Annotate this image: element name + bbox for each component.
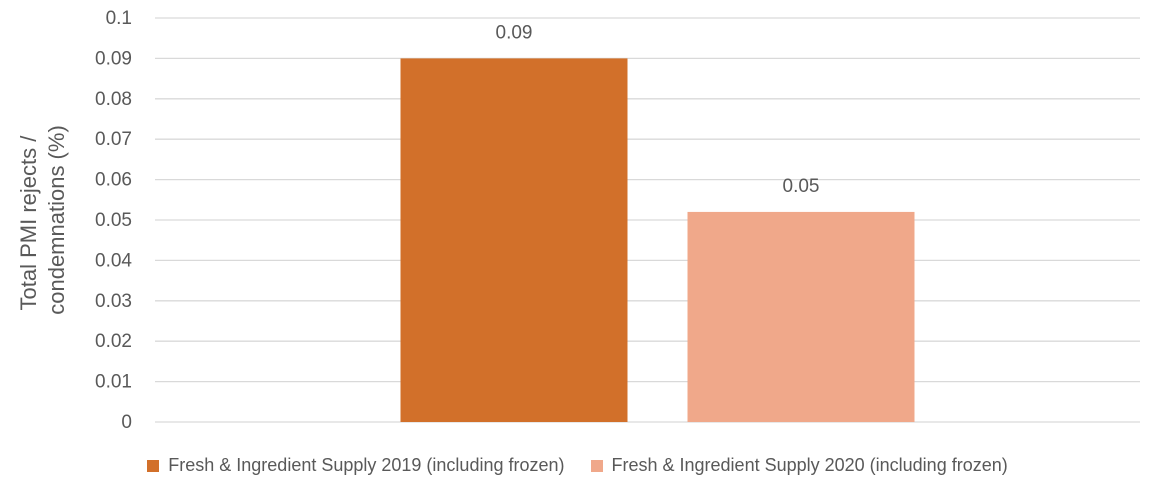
- y-tick-label: 0.08: [95, 89, 132, 110]
- data-labels: 0.09 0.05: [496, 22, 820, 197]
- bar-chart: 0 0.01 0.02 0.03 0.04 0.05 0.06 0.07 0.08 0.09 0.1…: [16, 8, 1140, 433]
- y-tick-label: 0.02: [95, 331, 132, 352]
- legend-swatch-2019: [147, 459, 160, 472]
- y-axis-label-line-2: condemnations (%): [44, 125, 69, 315]
- legend-label-2019: Fresh & Ingredient Supply 2019 (includin…: [168, 455, 565, 475]
- y-tick-label: 0.05: [95, 210, 132, 231]
- bars: [400, 58, 915, 423]
- bar-1[interactable]: [687, 211, 915, 422]
- y-tick-label: 0: [121, 412, 132, 433]
- y-tick-label: 0.06: [95, 170, 132, 191]
- y-axis-ticks: 0 0.01 0.02 0.03 0.04 0.05 0.06 0.07 0.08 0.09 0.1: [95, 8, 132, 433]
- legend-label-2020: Fresh & Ingredient Supply 2020 (includin…: [611, 455, 1008, 475]
- y-tick-label: 0.04: [95, 250, 132, 271]
- legend-swatch-2020: [590, 459, 603, 472]
- y-tick-label: 0.1: [106, 8, 132, 29]
- legend-item-2019[interactable]: Fresh & Ingredient Supply 2019 (includin…: [147, 455, 565, 476]
- y-axis-label: Total PMI rejects / condemnations (%): [16, 125, 69, 315]
- y-tick-label: 0.07: [95, 129, 132, 150]
- data-label-0: 0.09: [496, 22, 533, 43]
- gridlines: [155, 17, 1140, 423]
- bar-0[interactable]: [400, 58, 628, 423]
- y-tick-label: 0.01: [95, 372, 132, 393]
- legend-item-2020[interactable]: Fresh & Ingredient Supply 2020 (includin…: [590, 455, 1008, 476]
- y-axis-label-line-1: Total PMI rejects /: [16, 135, 41, 311]
- data-label-1: 0.05: [783, 176, 820, 197]
- y-tick-label: 0.09: [95, 48, 132, 69]
- legend: Fresh & Ingredient Supply 2019 (includin…: [0, 455, 1155, 476]
- y-tick-label: 0.03: [95, 291, 132, 312]
